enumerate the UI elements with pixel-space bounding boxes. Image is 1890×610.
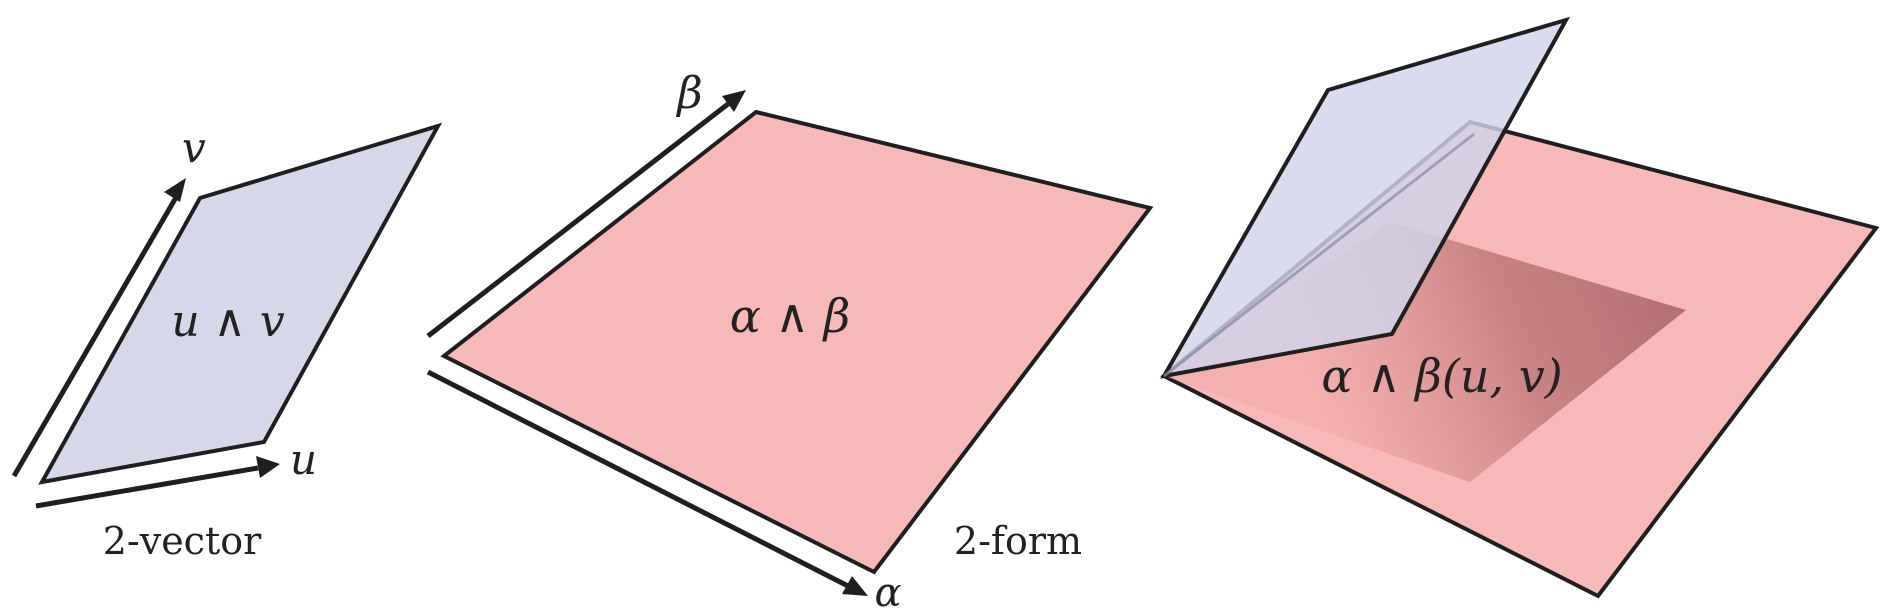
two-form-area-label: α ∧ β bbox=[730, 289, 851, 343]
arrow-beta-icon bbox=[426, 90, 746, 338]
covector-alpha-label: α bbox=[874, 570, 901, 610]
two-form-plane bbox=[440, 109, 1154, 575]
bivector-area-label: u ∧ v bbox=[171, 296, 285, 347]
vector-u-label: u bbox=[290, 435, 317, 484]
two-vector-caption: 2-vector bbox=[103, 519, 262, 563]
two-form-caption: 2-form bbox=[954, 519, 1082, 563]
bivector-tilted-plane bbox=[1160, 16, 1571, 379]
panel-two-vector: v u u ∧ v 2-vector bbox=[11, 122, 443, 563]
arrow-alpha-icon bbox=[426, 369, 868, 596]
panel-evaluation: α ∧ β(u, v) bbox=[1160, 16, 1880, 599]
vector-v-label: v bbox=[182, 123, 206, 172]
bivector-parallelogram bbox=[38, 122, 443, 485]
projected-area-shadow bbox=[1164, 222, 1686, 482]
hidden-edge-line bbox=[1163, 132, 1475, 378]
panel-two-form: β α α ∧ β 2-form bbox=[426, 68, 1154, 610]
covector-beta-label: β bbox=[675, 68, 702, 119]
arrow-u-icon bbox=[35, 456, 280, 509]
evaluation-area-label: α ∧ β(u, v) bbox=[1321, 349, 1562, 403]
arrow-v-icon bbox=[11, 178, 186, 478]
